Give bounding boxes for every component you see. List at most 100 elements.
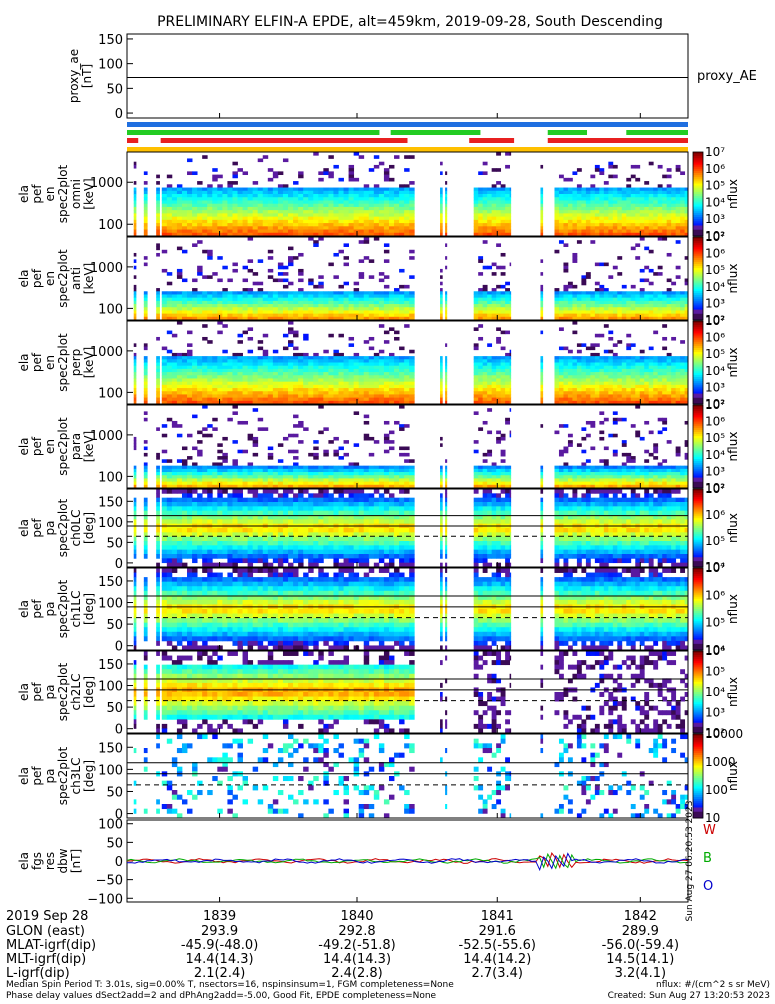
spectrum-cell [577, 350, 582, 354]
spectrum-cell [134, 475, 137, 479]
spectrum-cell [197, 372, 202, 376]
spectrum-cell [364, 314, 369, 318]
spectrum-cell [354, 482, 359, 486]
spectrum-cell [572, 285, 577, 289]
spectrum-cell [608, 356, 613, 360]
spectrum-cell [172, 472, 177, 476]
spectrum-cell [293, 434, 298, 438]
spectrum-cell [590, 240, 595, 244]
spectrum-cell [608, 191, 613, 195]
spectrum-cell [243, 478, 248, 482]
spectrum-cell [298, 194, 303, 198]
spectrum-cell [389, 200, 394, 204]
spectrum-cell [440, 217, 443, 221]
spectrum-cell [483, 171, 488, 175]
spectrum-cell [680, 363, 685, 367]
spectrum-cell [253, 437, 258, 441]
spectrum-cell [263, 378, 268, 382]
spectrum-cell [635, 363, 640, 367]
spectrum-cell [586, 298, 591, 302]
spectrum-cell [202, 213, 207, 217]
spectrum-cell [227, 307, 232, 311]
colorbar-label: 10⁷ [705, 314, 725, 328]
spectrum-cell [323, 391, 328, 395]
spectrum-cell [577, 204, 582, 208]
spectrum-cell [613, 356, 618, 360]
spectrum-cell [144, 197, 148, 201]
spectrum-cell [635, 382, 640, 386]
spectrum-cell [258, 294, 263, 298]
spectrum-cell [599, 294, 604, 298]
spectrum-cell [156, 382, 160, 386]
spectrum-cell [680, 310, 685, 314]
spectrum-cell [212, 200, 217, 204]
spectrum-cell [496, 394, 501, 398]
spectrum-cell [207, 184, 212, 188]
spectrum-cell [344, 356, 349, 360]
spectrum-cell [635, 197, 640, 201]
spectrum-cell [483, 213, 488, 217]
spectrum-cell [394, 382, 399, 386]
spectrum-cell [374, 394, 379, 398]
spectrum-cell [144, 200, 148, 204]
spectrum-cell [608, 230, 613, 234]
spectrum-cell [404, 217, 409, 221]
spectrum-cell [248, 310, 253, 314]
spectrum-cell [182, 462, 187, 466]
spectrum-cell [293, 213, 298, 217]
spectrum-cell [144, 304, 148, 308]
spectrum-cell [202, 291, 207, 295]
spectrum-cell [263, 217, 268, 221]
spectrum-cell [197, 226, 202, 230]
spectrum-cell [644, 200, 649, 204]
spectrum-cell [197, 291, 202, 295]
spectrum-cell [298, 363, 303, 367]
spectrum-cell [222, 194, 227, 198]
spectrum-cell [409, 298, 414, 302]
spectrum-cell [222, 472, 227, 476]
spectrum-cell [440, 213, 443, 217]
spectrum-cell [404, 298, 409, 302]
spectrum-cell [658, 230, 663, 234]
spectrum-cell [344, 223, 349, 227]
spectrum-cell [474, 356, 479, 360]
spectrum-cell [212, 220, 217, 224]
spectrum-cell [177, 226, 182, 230]
spectrum-cell [303, 375, 308, 379]
spectrum-cell [586, 382, 591, 386]
spectrum-cell [399, 388, 404, 392]
spectrum-cell [653, 223, 658, 227]
spectrum-cell [187, 331, 192, 335]
spectrum-cell [328, 188, 333, 192]
spectrum-cell [172, 378, 177, 382]
spectrum-cell [144, 188, 148, 192]
spectrum-cell [167, 372, 172, 376]
spectrum-cell [676, 304, 681, 308]
spectrum-cell [222, 385, 227, 389]
spectrum-cell [626, 178, 631, 182]
spectrum-cell [374, 204, 379, 208]
spectrum-cell [144, 256, 148, 260]
spectrum-cell [658, 356, 663, 360]
spectrum-cell [658, 391, 663, 395]
spectrum-cell [374, 440, 379, 444]
spectrum-cell [172, 372, 177, 376]
spectrum-cell [394, 307, 399, 311]
spectrum-cell [232, 459, 237, 463]
spectrum-cell [162, 291, 167, 295]
spectrum-cell [487, 478, 492, 482]
spectrum-cell [187, 466, 192, 470]
spectrum-cell [258, 372, 263, 376]
spectrum-cell [626, 223, 631, 227]
spectrum-cell [349, 337, 354, 341]
spectrum-cell [243, 213, 248, 217]
spectrum-cell [359, 363, 364, 367]
spectrum-cell [338, 178, 343, 182]
spectrum-cell [374, 207, 379, 211]
spectrum-cell [318, 382, 323, 386]
spectrum-cell [440, 482, 443, 486]
spectrum-cell [318, 363, 323, 367]
spectrum-cell [644, 388, 649, 392]
spectrum-cell [676, 165, 681, 169]
spectrum-cell [483, 459, 488, 463]
